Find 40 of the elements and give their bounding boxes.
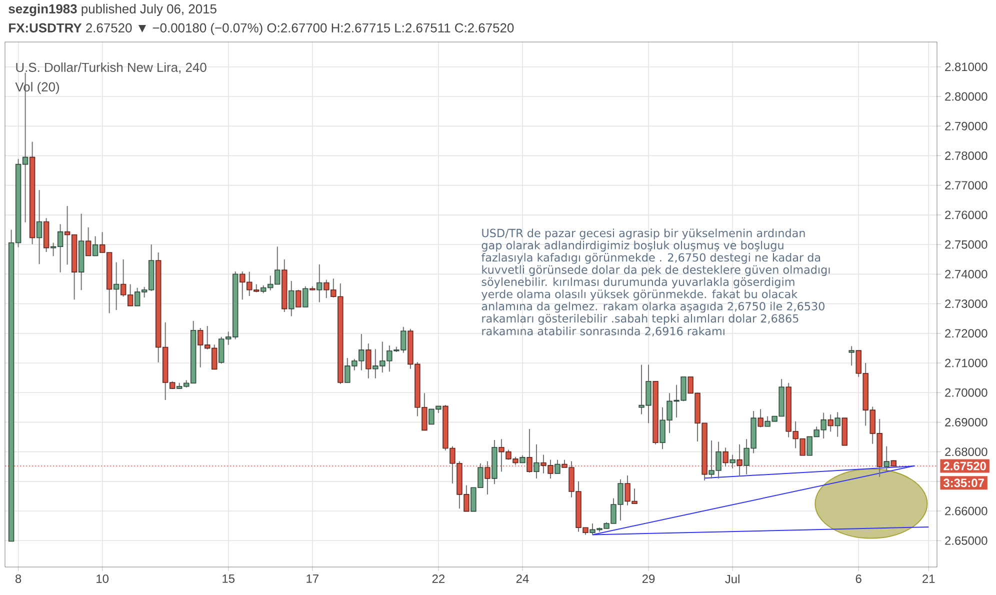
x-tick-label: 10: [96, 574, 109, 583]
x-tick-label: Jul: [725, 574, 740, 584]
x-tick-label: 15: [222, 574, 235, 583]
x-tick-label: 24: [516, 574, 529, 583]
text: 3:35:07: [943, 478, 984, 488]
annotation: fazlasıyla kafadıgı görünmekde . 2,6750 destegi ne kadar da: [481, 253, 820, 264]
annotation: gap olarak adlandirdigimiz boşluk oluşmuş ve boşlugu: [482, 240, 784, 252]
y-tick-label: 2.66000: [945, 506, 988, 516]
y-tick-label: 2.81000: [945, 62, 988, 72]
x-tick-label: 17: [306, 574, 318, 583]
x-tick-label: 6: [856, 574, 862, 583]
annotation: kuvvetli görünsede dolar da pek de desteklere güven olmadıgı: [482, 265, 830, 276]
y-tick-label: 2.71000: [945, 358, 988, 368]
annotation: söylenebilir. kırılması durumunda yuvarlakla göserdigim: [482, 277, 794, 288]
y-tick-label: 2.68000: [945, 448, 988, 456]
y-tick-label: 2.73000: [945, 300, 988, 308]
y-tick-label: 2.69000: [945, 418, 988, 426]
annotation: rakamına atabilir sonrasında 2,6916 rakamı: [482, 326, 724, 336]
y-tick-label: 2.65000: [945, 536, 988, 545]
text: sezgin1983 published July 06, 2015: [8, 4, 216, 16]
x-tick-label: 22: [432, 574, 444, 583]
y-tick-label: 2.76000: [945, 210, 988, 220]
text: U.S. Dollar/Turkish New Lira, 240: [16, 62, 206, 74]
x-tick-label: 8: [15, 574, 22, 583]
annotation: USD/TR de pazar gecesi agrasip bir yükselmenin ardından: [482, 228, 805, 240]
y-tick-label: 2.74000: [945, 270, 988, 278]
annotation: yerde olama olasılı yüksek görünmekde. fakat bu olacak: [482, 290, 798, 300]
y-tick-label: 2.78000: [945, 151, 988, 160]
annotation: rakamları gösterilebilir .sabah tepki alımları dolar 2,6865: [482, 314, 798, 325]
y-tick-label: 2.77000: [945, 181, 988, 190]
y-tick-label: 2.80000: [945, 92, 988, 101]
y-tick-label: 2.72000: [945, 329, 988, 338]
x-tick-label: 29: [642, 574, 655, 583]
y-tick-label: 2.75000: [945, 240, 988, 249]
y-tick-label: 2.70000: [945, 388, 988, 397]
y-tick-label: 2.79000: [945, 122, 988, 130]
x-tick-label: 21: [922, 574, 935, 583]
ref-line-label: 2.67520: [944, 462, 986, 470]
chart-subtitle: FX:USDTRY 2.67520 ▼ −0.00180 (−0.07%) O:2.67700 H:2.67715 L:2.67511 C:2.67520: [9, 22, 514, 36]
annotation: anlamına da gelmez. rakam olarka aşagıda 2,6750 ile 2,6530: [482, 302, 824, 313]
